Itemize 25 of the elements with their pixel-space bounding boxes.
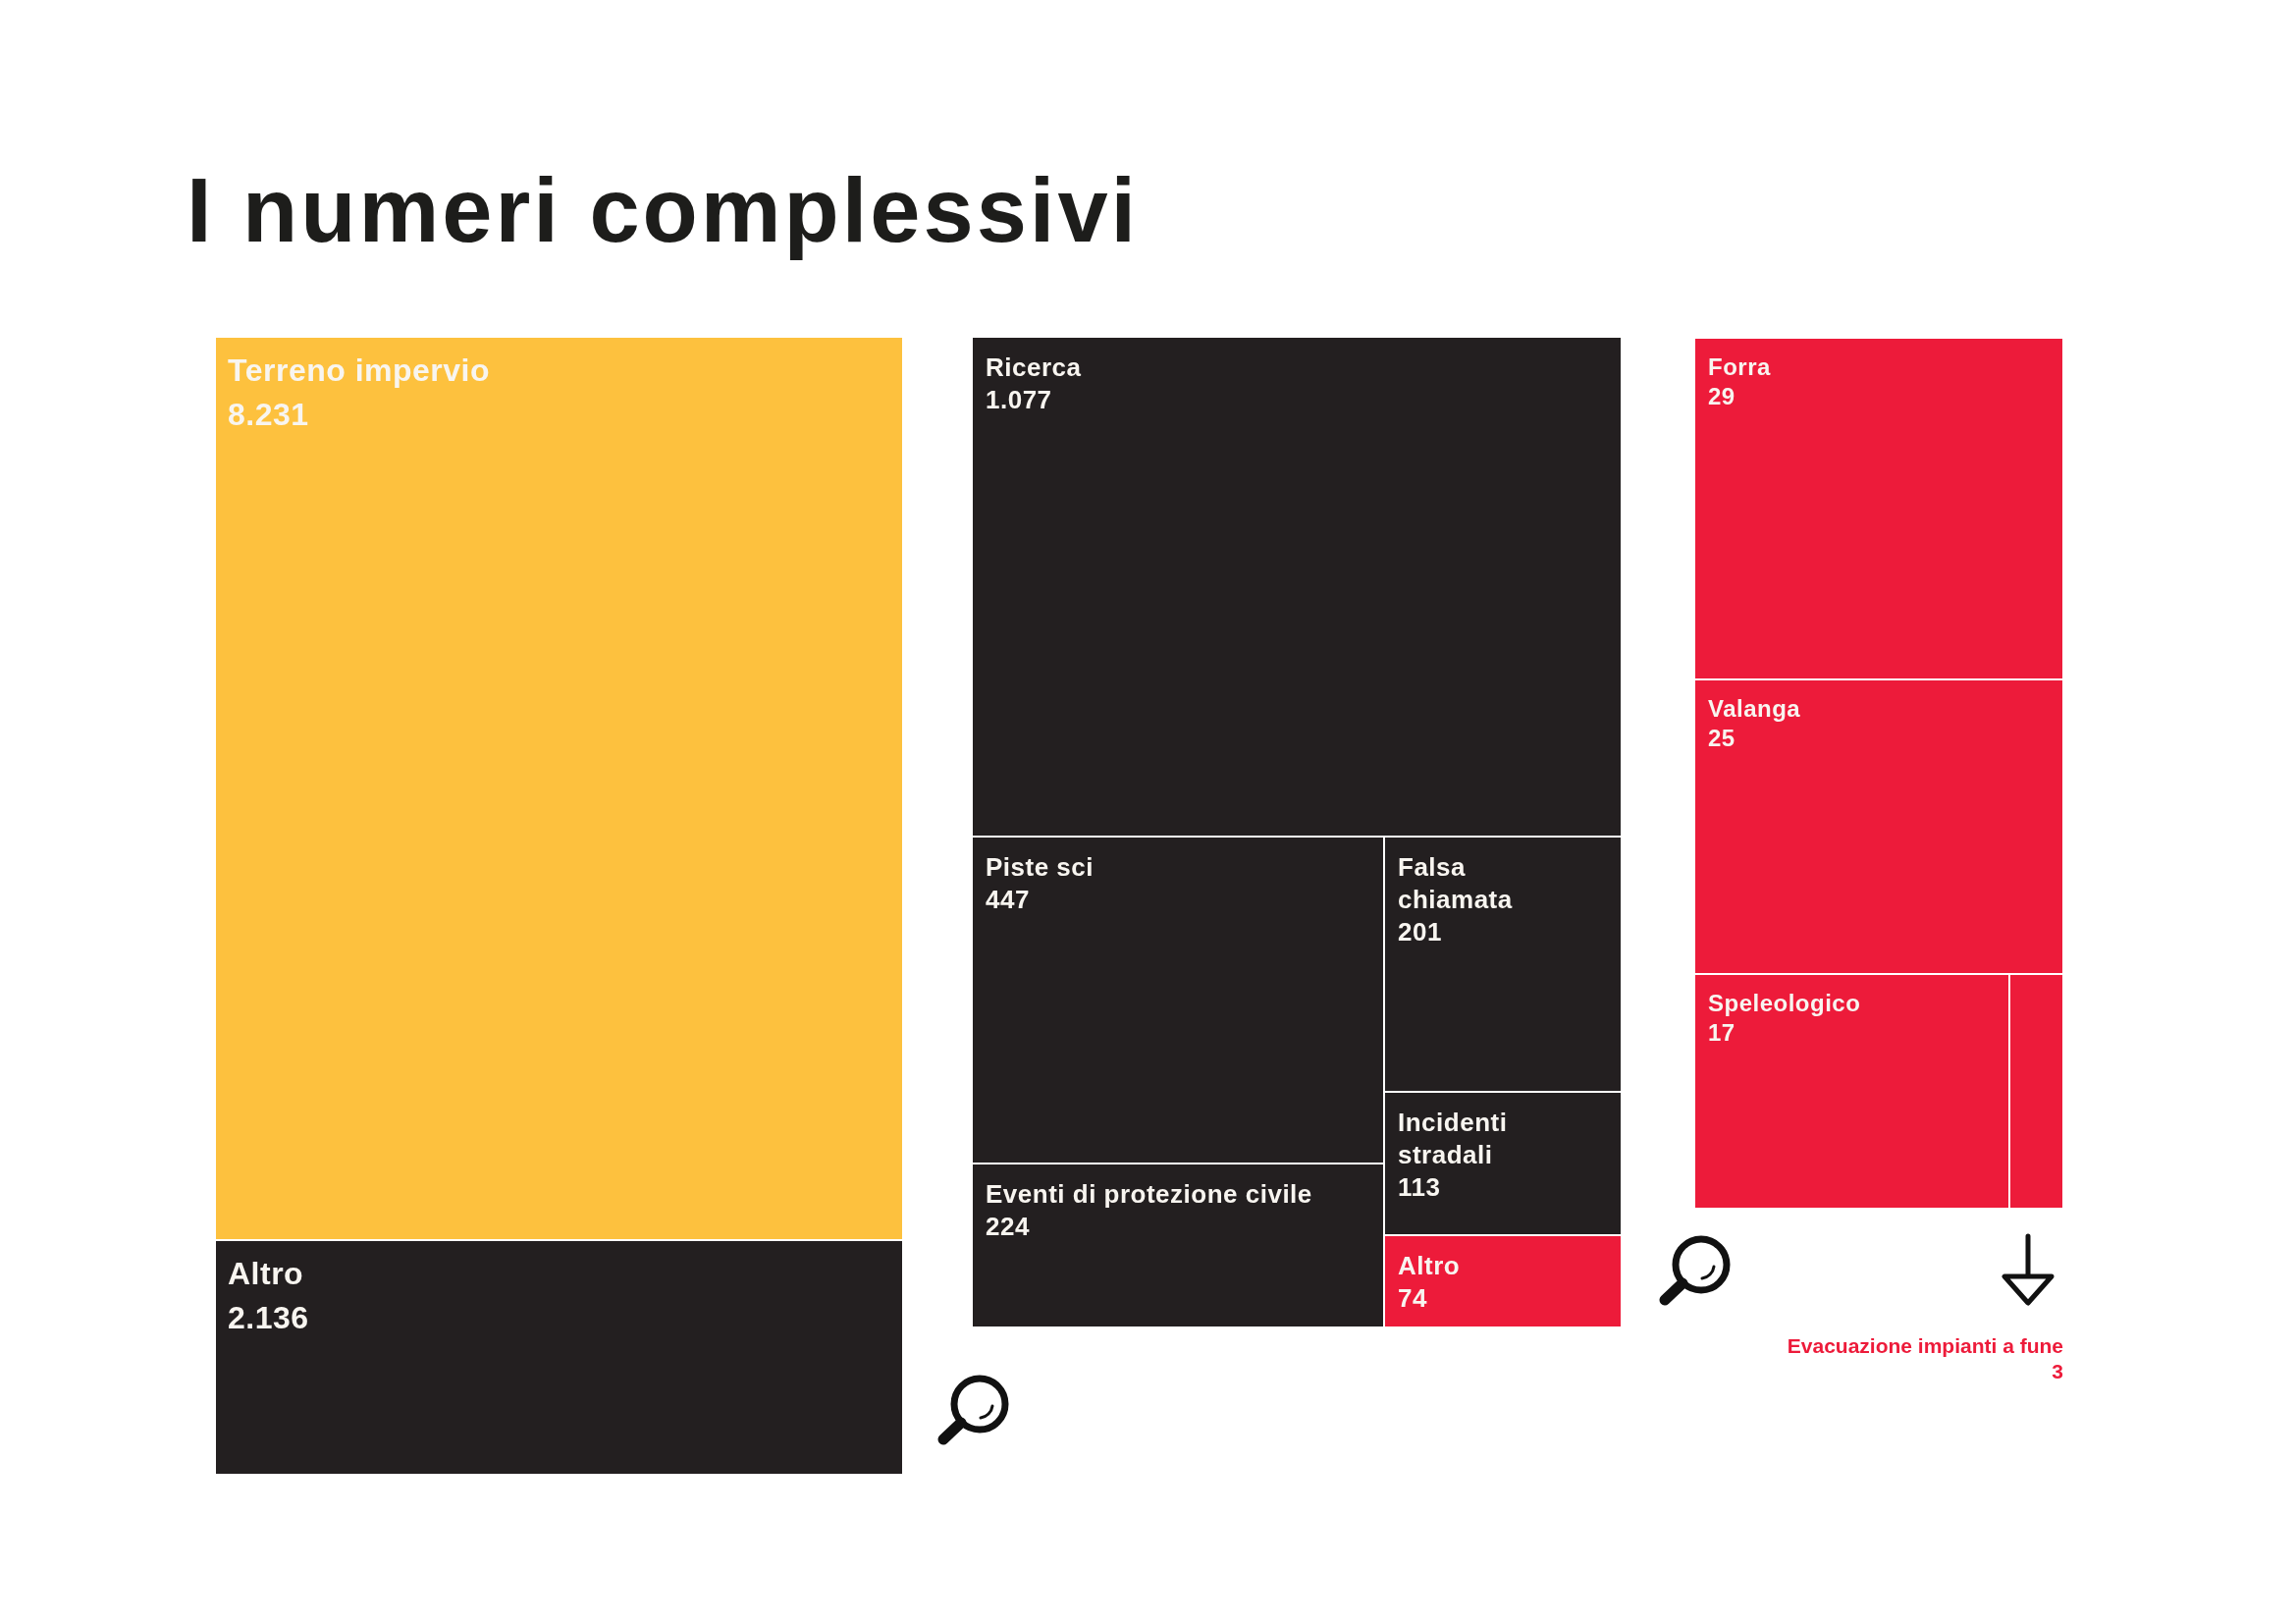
text: I numeri complessivi [187, 160, 1140, 260]
data-label: 447 [986, 885, 1030, 914]
data-label: 3 [2052, 1360, 2063, 1382]
data-label: 224 [986, 1212, 1030, 1241]
category-label: Ricerca [986, 352, 1082, 382]
data-label: 113 [1398, 1172, 1441, 1202]
category-label: Altro [228, 1256, 304, 1291]
category-label: Terreno impervio [228, 352, 491, 388]
data-label: 25 [1708, 725, 1735, 751]
data-label: 74 [1398, 1283, 1427, 1313]
category-label: Speleologico [1708, 990, 1861, 1016]
category-label: Falsa chiamata [1398, 852, 1513, 914]
data-label: 201 [1398, 917, 1442, 947]
category-label: Evacuazione impianti a fune [1787, 1334, 2063, 1357]
data-label: 8.231 [228, 397, 309, 432]
data-label: 1.077 [986, 385, 1052, 414]
category-label: Piste sci [986, 852, 1095, 882]
data-label: 2.136 [228, 1300, 309, 1335]
category-label: Valanga [1708, 695, 1801, 722]
category-label: Forra [1708, 353, 1771, 380]
category-label: Eventi di protezione civile [986, 1179, 1312, 1209]
category-label: Altro [1398, 1251, 1461, 1280]
category-label: Incidenti stradali [1398, 1108, 1508, 1169]
data-label: 17 [1708, 1019, 1735, 1046]
data-label: 29 [1708, 383, 1735, 409]
